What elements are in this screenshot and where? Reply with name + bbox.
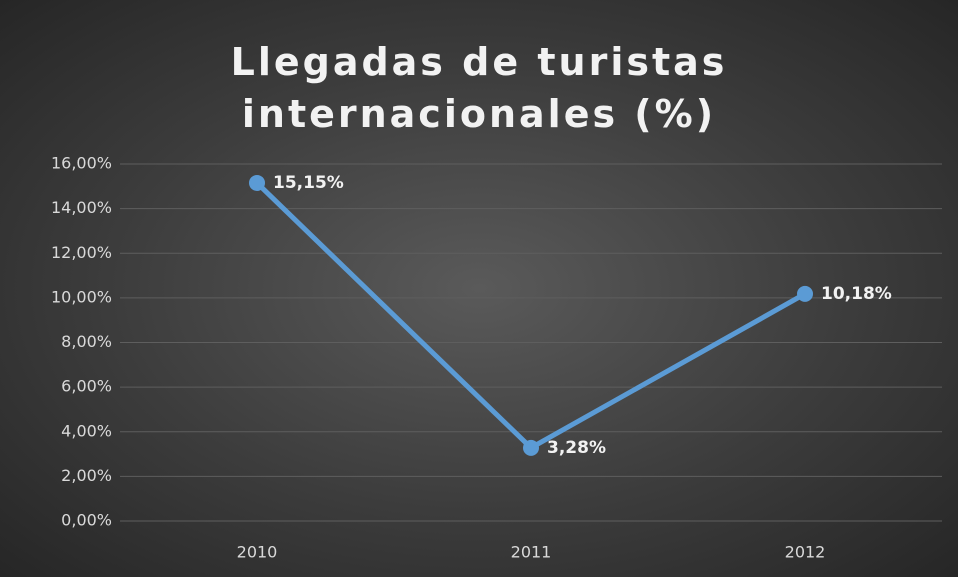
y-tick-label: 6,00% [61, 377, 112, 396]
chart-title: Llegadas de turistas internacionales (%) [230, 40, 728, 136]
point [523, 439, 539, 456]
y-tick-label: 10,00% [51, 287, 112, 306]
y-tick-label: 4,00% [61, 421, 112, 440]
line [255, 181, 807, 451]
point [249, 174, 265, 191]
data-label: 15,15% [273, 173, 344, 193]
data-label: 10,18% [821, 284, 892, 304]
y-tick-label: 12,00% [51, 243, 112, 262]
y-tick-label: 0,00% [61, 511, 112, 530]
y-tick-label: 8,00% [61, 332, 112, 351]
data-label: 3,28% [547, 438, 606, 458]
y-tick-label: 2,00% [61, 466, 112, 485]
y-tick-label: 16,00% [51, 154, 112, 173]
x-tick-label: 2012 [785, 543, 826, 562]
x-tick-label: 2011 [511, 543, 552, 562]
point [797, 285, 813, 302]
x-tick-label: 2010 [237, 543, 278, 562]
y-tick-label: 14,00% [51, 198, 112, 217]
